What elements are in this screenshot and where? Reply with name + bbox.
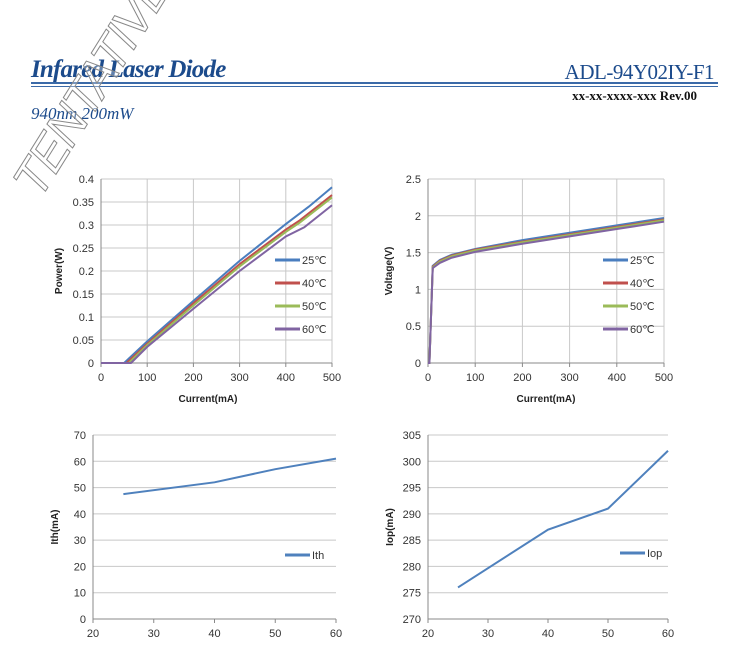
y-axis-label: Power(W): [54, 248, 65, 294]
y-axis-label: Ith(mA): [50, 510, 61, 545]
y-tick-label: 0: [88, 358, 94, 370]
x-axis-label: Current(mA): [517, 394, 576, 405]
x-tick-label: 500: [323, 372, 341, 384]
x-tick-label: 50: [602, 628, 614, 640]
y-tick-label: 20: [74, 561, 86, 573]
y-tick-label: 10: [74, 588, 86, 600]
document-title: Infared Laser Diode: [31, 56, 226, 83]
x-tick-label: 50: [269, 628, 281, 640]
y-tick-label: 0.4: [79, 174, 94, 186]
chart-4: 270 275 280 285 290 295 300 305 20 30 40 50 60 Iop(mA…: [385, 430, 674, 640]
x-tick-label: 40: [208, 628, 220, 640]
y-tick-label: 0.3: [79, 220, 94, 232]
y-tick-label: 280: [403, 561, 421, 573]
y-tick-label: 2.5: [406, 174, 421, 186]
legend-label: 60℃: [302, 324, 327, 336]
x-tick-label: 60: [662, 628, 674, 640]
legend-label: Iop: [647, 548, 662, 560]
y-tick-label: 300: [403, 456, 421, 468]
document-number: xx-xx-xxxx-xxx Rev.00: [572, 88, 697, 103]
legend-label: 60℃: [630, 324, 655, 336]
chart-1: 0 0.05 0.1 0.15 0.2 0.25 0.3 0.35 0.4 0 100 200 300 4…: [54, 174, 341, 405]
legend-label: 40℃: [302, 278, 327, 290]
model-number: ADL-94Y02IY-F1: [564, 60, 715, 84]
y-tick-label: 0: [415, 358, 421, 370]
y-tick-label: 1: [415, 284, 421, 296]
y-axis-label: Iop(mA): [385, 508, 396, 546]
y-tick-label: 285: [403, 535, 421, 547]
legend-label: 50℃: [302, 301, 327, 313]
y-tick-label: 0.1: [79, 312, 94, 324]
y-tick-label: 40: [74, 509, 86, 521]
legend-label: 50℃: [630, 301, 655, 313]
x-tick-label: 60: [330, 628, 342, 640]
y-tick-label: 2: [415, 211, 421, 223]
series-line-25℃: [101, 186, 333, 364]
y-tick-label: 1.5: [406, 248, 421, 260]
x-tick-label: 30: [482, 628, 494, 640]
y-tick-label: 270: [403, 614, 421, 626]
x-tick-label: 0: [98, 372, 104, 384]
x-tick-label: 30: [148, 628, 160, 640]
x-tick-label: 300: [230, 372, 248, 384]
series-line-50℃: [101, 196, 333, 364]
y-tick-label: 70: [74, 430, 86, 442]
y-tick-label: 0.15: [73, 289, 94, 301]
x-tick-label: 100: [138, 372, 156, 384]
y-tick-label: 0: [80, 614, 86, 626]
x-tick-label: 200: [184, 372, 202, 384]
x-axis-label: Current(mA): [179, 394, 238, 405]
series-line-60℃: [428, 220, 665, 364]
legend-label: Ith: [312, 550, 324, 562]
x-tick-label: 20: [422, 628, 434, 640]
x-tick-label: 20: [87, 628, 99, 640]
y-tick-label: 0.05: [73, 335, 94, 347]
x-tick-label: 300: [560, 372, 578, 384]
y-tick-label: 0.5: [406, 321, 421, 333]
x-tick-label: 40: [542, 628, 554, 640]
y-tick-label: 295: [403, 483, 421, 495]
series-line-Ith: [123, 457, 337, 496]
legend-label: 40℃: [630, 278, 655, 290]
y-tick-label: 290: [403, 509, 421, 521]
chart-2: 0 0.5 1 1.5 2 2.5 0 100 200 300 400 500 Current(mA) V…: [384, 174, 673, 405]
series-line-Iop: [457, 450, 669, 589]
y-tick-label: 60: [74, 456, 86, 468]
x-tick-label: 0: [425, 372, 431, 384]
y-axis-label: Voltage(V): [384, 247, 395, 296]
legend-label: 25℃: [630, 255, 655, 267]
x-tick-label: 100: [466, 372, 484, 384]
y-tick-label: 275: [403, 588, 421, 600]
header-rule-thin: [31, 86, 718, 87]
series-line-50℃: [428, 219, 665, 364]
x-tick-label: 400: [277, 372, 295, 384]
y-tick-label: 30: [74, 535, 86, 547]
y-tick-label: 0.2: [79, 266, 94, 278]
y-tick-label: 0.25: [73, 243, 94, 255]
series-line-60℃: [101, 204, 333, 364]
x-tick-label: 500: [655, 372, 673, 384]
subtitle: 940nm 200mW: [31, 104, 134, 123]
x-tick-label: 200: [513, 372, 531, 384]
legend-label: 25℃: [302, 255, 327, 267]
series-line-40℃: [101, 194, 333, 364]
y-tick-label: 305: [403, 430, 421, 442]
header-rule: [31, 82, 718, 84]
chart-3: 0 10 20 30 40 50 60 70 20 30 40 50 60 Ith(mA) Ith: [50, 430, 342, 640]
y-tick-label: 50: [74, 483, 86, 495]
y-tick-label: 0.35: [73, 197, 94, 209]
x-tick-label: 400: [608, 372, 626, 384]
